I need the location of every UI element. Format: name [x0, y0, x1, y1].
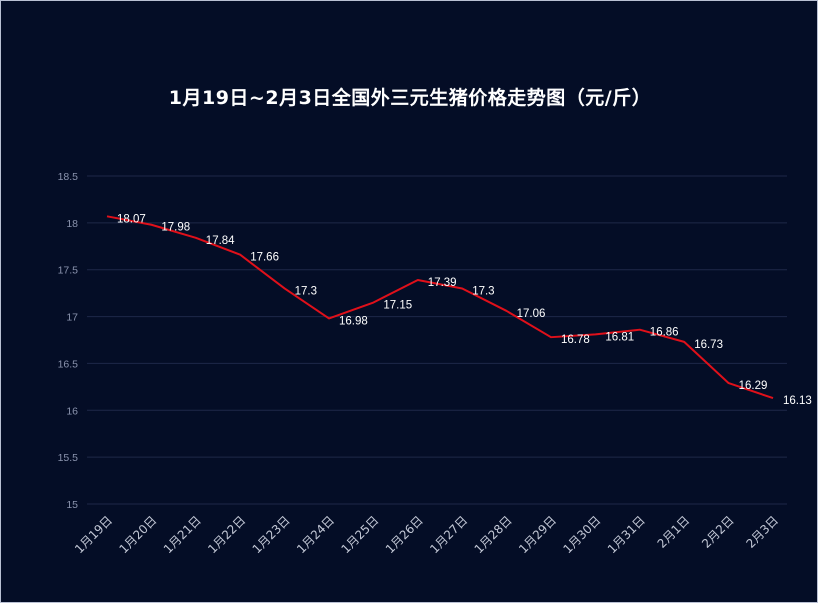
x-tick-label: 1月23日: [250, 513, 293, 556]
data-label: 17.3: [472, 285, 494, 297]
y-tick-label: 18: [66, 218, 78, 230]
x-tick-label: 1月30日: [560, 513, 603, 556]
x-tick-label: 2月1日: [655, 513, 693, 551]
y-tick-label: 18.5: [58, 171, 79, 183]
data-label: 16.13: [783, 395, 812, 407]
y-tick-label: 15.5: [58, 452, 79, 464]
data-label: 16.98: [339, 315, 368, 327]
gridlines: [87, 175, 787, 505]
x-tick-label: 1月29日: [516, 513, 559, 556]
y-tick-label: 16: [66, 405, 78, 417]
data-label: 16.86: [650, 327, 679, 339]
data-label: 17.3: [295, 285, 317, 297]
data-label: 17.39: [428, 277, 457, 289]
data-label: 18.07: [117, 213, 146, 225]
x-tick-label: 1月31日: [605, 513, 648, 556]
x-tick-label: 2月3日: [743, 513, 781, 551]
y-tick-label: 15: [66, 499, 78, 511]
data-label: 17.06: [517, 308, 546, 320]
x-tick-label: 1月24日: [294, 513, 337, 556]
data-labels: 18.07 17.98 17.84 17.66 17.3 16.98 17.15 17.39 1…: [117, 213, 812, 407]
data-label: 16.29: [739, 380, 768, 392]
data-label: 17.98: [161, 222, 190, 234]
x-tick-label: 2月2日: [699, 513, 737, 551]
x-axis: 1月19日 1月20日 1月21日 1月22日 1月23日 1月24日 1月25日 1月26日…: [72, 513, 781, 556]
x-tick-label: 1月20日: [116, 513, 159, 556]
x-tick-label: 1月25日: [338, 513, 381, 556]
y-axis: 15 15.5 16 16.5 17 17.5 18 18.5: [58, 171, 79, 511]
x-tick-label: 1月28日: [472, 513, 515, 556]
data-label: 17.84: [206, 235, 235, 247]
x-tick-label: 1月22日: [205, 513, 248, 556]
x-tick-label: 1月27日: [427, 513, 470, 556]
data-label: 17.66: [250, 252, 279, 264]
chart-title: 1月19日~2月3日全国外三元生猪价格走势图（元/斤）: [168, 87, 652, 109]
data-label: 16.78: [561, 334, 590, 346]
x-tick-label: 1月19日: [72, 513, 115, 556]
price-series-line: [106, 215, 774, 400]
data-label: 16.81: [605, 331, 634, 343]
y-tick-label: 16.5: [58, 358, 79, 370]
x-tick-label: 1月26日: [383, 513, 426, 556]
y-tick-label: 17: [66, 312, 78, 324]
x-tick-label: 1月21日: [161, 513, 204, 556]
data-label: 17.15: [383, 300, 412, 312]
y-tick-label: 17.5: [58, 265, 79, 277]
data-label: 16.73: [694, 339, 723, 351]
